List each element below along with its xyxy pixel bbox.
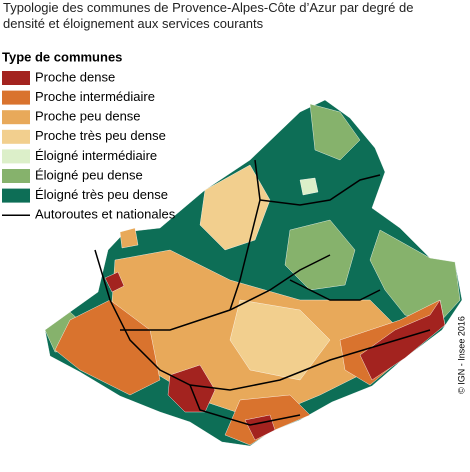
legend-label: Éloigné très peu dense: [35, 187, 168, 202]
zone: [229, 299, 331, 381]
legend-label: Proche peu dense: [35, 109, 141, 124]
road: [259, 174, 381, 206]
legend-swatch: [2, 110, 30, 125]
legend-label: Proche dense: [35, 69, 115, 84]
legend-label: Éloigné intermédiaire: [35, 148, 157, 163]
title-line: Typologie des communes de Provence-Alpes…: [3, 0, 414, 15]
zone: [359, 299, 446, 381]
zone: [299, 177, 319, 196]
legend-swatch: [2, 71, 30, 85]
legend-swatch: [2, 169, 30, 183]
legend-swatch: [2, 129, 30, 144]
zone: [284, 219, 356, 291]
zone: [104, 271, 125, 293]
zone: [119, 227, 139, 249]
legend-swatch: [2, 90, 30, 105]
legend-label: Proche très peu dense: [35, 128, 166, 143]
title-line: densité et éloignement aux services cour…: [3, 16, 264, 31]
legend-label: Éloigné peu dense: [35, 167, 143, 182]
road: [189, 384, 301, 426]
copyright: © IGN - Insee 2016: [456, 316, 466, 394]
roads: [94, 159, 431, 426]
legend: Proche dense Proche intermédiaire Proche p…: [2, 69, 176, 222]
road: [229, 159, 261, 311]
zone: [54, 299, 161, 396]
legend-title: Type de communes: [2, 49, 122, 64]
road: [120, 254, 331, 331]
legend-swatch: [2, 149, 30, 164]
legend-label: Proche intermédiaire: [35, 89, 155, 104]
road: [289, 279, 381, 301]
legend-label: Autoroutes et nationales: [35, 207, 176, 222]
zone: [309, 103, 361, 161]
legend-swatch: [2, 188, 30, 203]
road: [94, 249, 431, 391]
region-map: [44, 99, 463, 447]
